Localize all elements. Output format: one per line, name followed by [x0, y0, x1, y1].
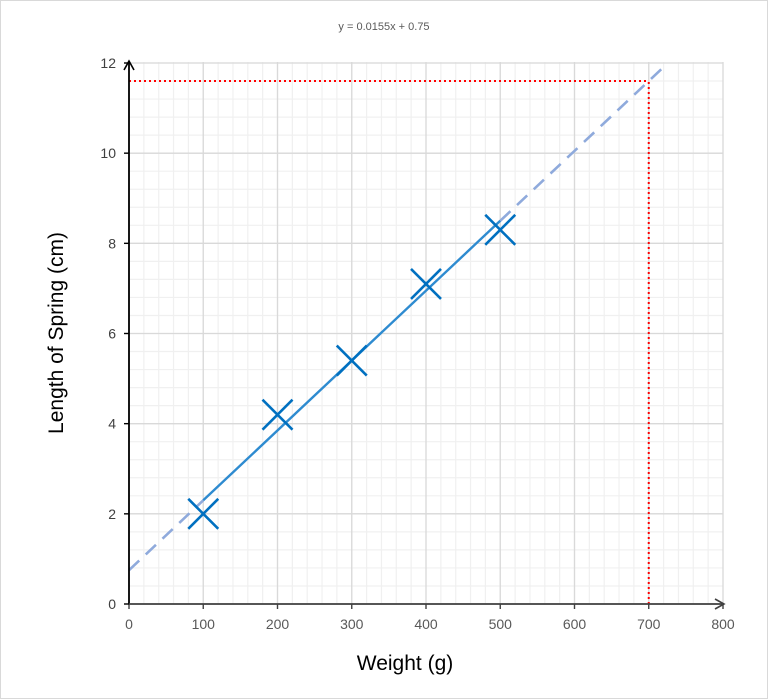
x-tick-label: 200 — [266, 616, 290, 632]
x-marker — [335, 344, 368, 377]
x-tick-label: 100 — [192, 616, 216, 632]
x-axis-arrow-icon — [714, 598, 726, 610]
x-marker — [187, 497, 220, 530]
trendline-extrapolation-dashed — [499, 66, 665, 222]
y-tick-label: 10 — [100, 145, 116, 161]
x-marker — [261, 398, 294, 431]
y-tick-label: 6 — [108, 326, 116, 342]
x-marker — [410, 267, 442, 300]
x-tick-label: 600 — [563, 616, 587, 632]
x-tick-label: 400 — [414, 616, 438, 632]
tick-labels: 0 100 200 300 400 500 600 700 800 0 2 4 6 8 10 12 — [100, 55, 734, 632]
data-markers — [187, 213, 517, 530]
x-marker — [484, 213, 517, 246]
y-tick-label: 2 — [108, 506, 116, 522]
x-tick-label: 300 — [340, 616, 364, 632]
red-dotted-guides — [129, 80, 650, 604]
axes — [123, 59, 726, 610]
y-axis-arrow-icon — [123, 59, 135, 71]
y-tick-label: 12 — [100, 55, 116, 71]
x-tick-label: 800 — [711, 616, 735, 632]
y-tick-label: 0 — [108, 596, 116, 612]
y-tick-label: 4 — [108, 416, 116, 432]
trendline-extrapolation-dashed — [128, 499, 205, 572]
x-axis-title: Weight (g) — [356, 652, 454, 675]
y-tick-label: 8 — [108, 235, 116, 251]
x-tick-label: 0 — [125, 616, 133, 632]
x-tick-label: 500 — [489, 616, 513, 632]
trendline-equation: y = 0.0155x + 0.75 — [338, 21, 430, 33]
x-tick-label: 700 — [637, 616, 661, 632]
